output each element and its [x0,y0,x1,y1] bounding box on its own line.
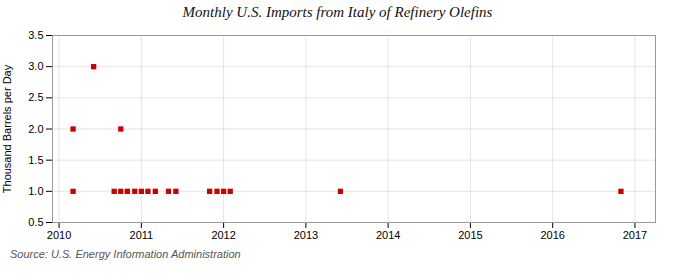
svg-text:2014: 2014 [376,229,400,241]
svg-text:2016: 2016 [540,229,564,241]
html-text:Monthly U.S. Imports from Ital: Monthly U.S. Imports from Italy of Refin… [182,4,493,20]
svg-text:1.5: 1.5 [28,154,43,166]
svg-text:0.5: 0.5 [28,216,43,228]
svg-text:2010: 2010 [47,229,71,241]
svg-text:2.5: 2.5 [28,91,43,103]
svg-text:2015: 2015 [458,229,482,241]
svg-text:2017: 2017 [623,229,647,241]
svg-text:2011: 2011 [130,229,154,241]
svg-text:2013: 2013 [294,229,318,241]
svg-text:1.0: 1.0 [28,185,43,197]
svg-text:3.0: 3.0 [28,60,43,72]
svg-text:2.0: 2.0 [28,123,43,135]
svg-text:3.5: 3.5 [28,29,43,41]
svg-text:2012: 2012 [211,229,235,241]
svg-text:Thousand Barrels per Day: Thousand Barrels per Day [1,64,13,193]
html-text:Source: U.S. Energy Informatio: Source: U.S. Energy Information Administ… [10,248,241,260]
